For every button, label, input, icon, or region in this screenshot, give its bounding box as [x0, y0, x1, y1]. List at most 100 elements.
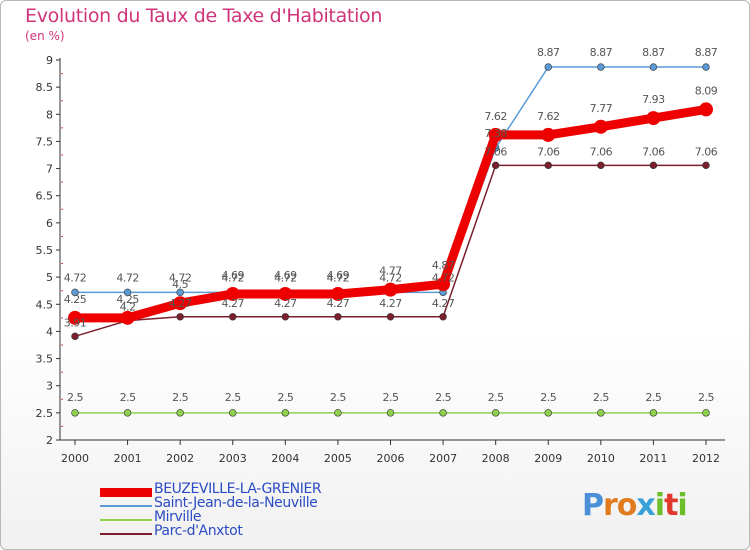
x-tick-label: 2004	[271, 452, 299, 465]
brand-logo: Proxiti	[582, 488, 688, 523]
data-point	[334, 409, 342, 417]
data-label: 4.72	[379, 271, 402, 284]
data-label: 2.5	[120, 391, 136, 404]
data-label: 4.72	[327, 271, 350, 284]
data-point	[334, 313, 342, 321]
data-point	[544, 409, 552, 417]
data-label: 8.87	[642, 46, 665, 59]
data-point	[225, 286, 240, 301]
data-label: 4.27	[379, 297, 402, 310]
data-label: 4.5	[172, 278, 188, 291]
legend-swatch	[100, 533, 152, 535]
data-point	[436, 277, 451, 292]
brand-letter: x	[636, 488, 655, 523]
brand-letter: o	[616, 488, 638, 523]
data-point	[597, 63, 605, 71]
data-point	[488, 127, 503, 142]
y-tick-label: 9	[46, 54, 53, 67]
data-label: 4.69	[274, 269, 297, 282]
x-tick-label: 2001	[114, 452, 142, 465]
legend-swatch	[100, 487, 152, 497]
data-label: 8.87	[695, 46, 718, 59]
data-point	[281, 409, 290, 417]
data-label: 8.09	[695, 84, 718, 97]
brand-letter: i	[654, 488, 665, 523]
data-point	[439, 313, 447, 321]
data-label: 7.62	[484, 110, 507, 123]
data-label: 7.38	[484, 127, 507, 140]
y-tick-label: 3.5	[36, 353, 54, 366]
data-label: 7.93	[642, 93, 665, 106]
x-tick-label: 2011	[639, 452, 667, 465]
data-label: 4.77	[379, 265, 402, 278]
data-label: 2.5	[330, 391, 346, 404]
y-tick-label: 3	[46, 380, 53, 393]
y-tick-label: 2.5	[36, 407, 54, 420]
data-label: 2.5	[225, 391, 241, 404]
data-label: 7.06	[590, 145, 613, 158]
data-label: 4.72	[116, 271, 139, 284]
data-point	[229, 409, 237, 417]
legend-item: Saint-Jean-de-la-Neuville	[100, 495, 500, 514]
y-tick-label: 5	[46, 271, 53, 284]
x-tick-label: 2012	[692, 452, 720, 465]
brand-letter: i	[677, 488, 687, 523]
chart-subtitle: (en %)	[25, 29, 65, 43]
legend-item: BEUZEVILLE-LA-GRENIER	[100, 481, 500, 500]
data-point	[229, 313, 237, 321]
data-label: 4.27	[222, 297, 245, 310]
legend-label: Mirville	[154, 509, 202, 525]
data-label: 7.62	[537, 110, 560, 123]
data-point	[281, 313, 290, 321]
data-point	[646, 111, 661, 126]
y-tick-label: 7.5	[36, 135, 54, 148]
data-point	[439, 409, 447, 417]
data-label: 2.5	[172, 391, 188, 404]
brand-letter: t	[664, 488, 678, 523]
data-point	[176, 313, 184, 321]
legend-label: Parc-d'Anxtot	[154, 523, 243, 539]
data-label: 2.5	[383, 391, 399, 404]
data-point	[176, 288, 184, 297]
data-point	[71, 288, 79, 297]
data-point	[597, 409, 605, 417]
brand-letter: r	[603, 488, 618, 523]
data-label: 4.25	[64, 293, 87, 306]
y-tick-label: 6.5	[36, 190, 54, 203]
data-label: 4.87	[432, 259, 455, 272]
data-label: 2.5	[593, 391, 609, 404]
data-label: 4.72	[64, 271, 87, 284]
data-label: 8.87	[590, 46, 613, 59]
y-tick-label: 8.5	[36, 81, 54, 94]
data-point	[544, 63, 552, 71]
data-point	[120, 310, 135, 325]
data-label: 4.72	[222, 271, 245, 284]
data-label: 4.27	[169, 297, 192, 310]
y-tick-label: 4	[46, 325, 53, 338]
x-tick-label: 2003	[219, 452, 247, 465]
y-tick-label: 6	[46, 217, 53, 230]
x-tick-label: 2007	[429, 452, 457, 465]
data-label: 4.69	[327, 269, 350, 282]
data-label: 4.72	[432, 271, 455, 284]
legend-item: Parc-d'Anxtot	[100, 523, 500, 542]
x-tick-label: 2006	[377, 452, 405, 465]
data-point	[541, 127, 556, 142]
data-point	[68, 310, 82, 325]
data-point	[649, 409, 658, 417]
data-point	[649, 161, 658, 170]
data-point	[699, 102, 713, 117]
data-point	[386, 313, 395, 321]
legend-item: Mirville	[100, 509, 500, 528]
data-label: 8.87	[537, 46, 560, 59]
data-label: 4.25	[116, 293, 139, 306]
data-point	[123, 288, 132, 297]
data-label: 2.5	[277, 391, 293, 404]
data-label: 4.27	[432, 297, 455, 310]
data-label: 2.5	[488, 391, 504, 404]
data-label: 7.06	[484, 145, 507, 158]
y-tick-label: 8	[46, 108, 53, 121]
data-label: 4.72	[274, 271, 297, 284]
